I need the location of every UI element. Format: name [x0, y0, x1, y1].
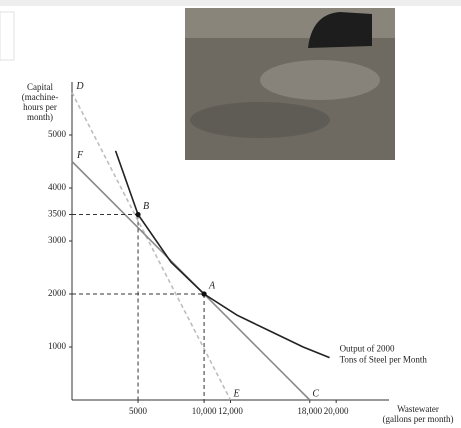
y-tick-label: 4000	[48, 182, 67, 192]
annotation: Tons of Steel per Month	[340, 355, 428, 365]
point-label: D	[75, 81, 84, 92]
y-axis-label: hours per	[23, 102, 57, 112]
x-tick-label: 5000	[129, 406, 148, 416]
x-tick-label: 12,000	[218, 406, 243, 416]
x-tick-label: 10,000	[192, 406, 217, 416]
y-tick-label: 5000	[48, 129, 67, 139]
y-tick-label: 3500	[48, 209, 67, 219]
y-axis-label: Capital	[27, 82, 53, 92]
photo	[185, 8, 395, 160]
x-axis-label: (gallons per month)	[383, 414, 454, 424]
photo-splash	[260, 60, 380, 100]
photo-ripple	[190, 102, 330, 138]
point-label: A	[208, 280, 216, 291]
y-tick-label: 2000	[48, 288, 67, 298]
top-strip	[0, 0, 461, 6]
y-axis-label: month)	[27, 112, 53, 122]
y-tick-label: 3000	[48, 235, 67, 245]
point-label: C	[312, 388, 319, 399]
series-line	[71, 92, 232, 401]
series-line	[114, 150, 330, 359]
y-tick-label: 1000	[48, 341, 67, 351]
photo-pipe	[308, 12, 372, 48]
x-axis-label: Wastewater	[397, 404, 439, 414]
point	[135, 211, 141, 218]
x-tick-label: 20,000	[324, 406, 349, 416]
point	[201, 291, 207, 297]
annotation: Output of 2000	[340, 344, 395, 354]
x-tick-label: 18,000	[297, 406, 322, 416]
y-axis-label: (machine-	[22, 92, 58, 102]
point-label: F	[76, 150, 84, 161]
point-label: B	[143, 201, 149, 212]
point-label: E	[232, 388, 239, 399]
side-box	[0, 11, 15, 61]
